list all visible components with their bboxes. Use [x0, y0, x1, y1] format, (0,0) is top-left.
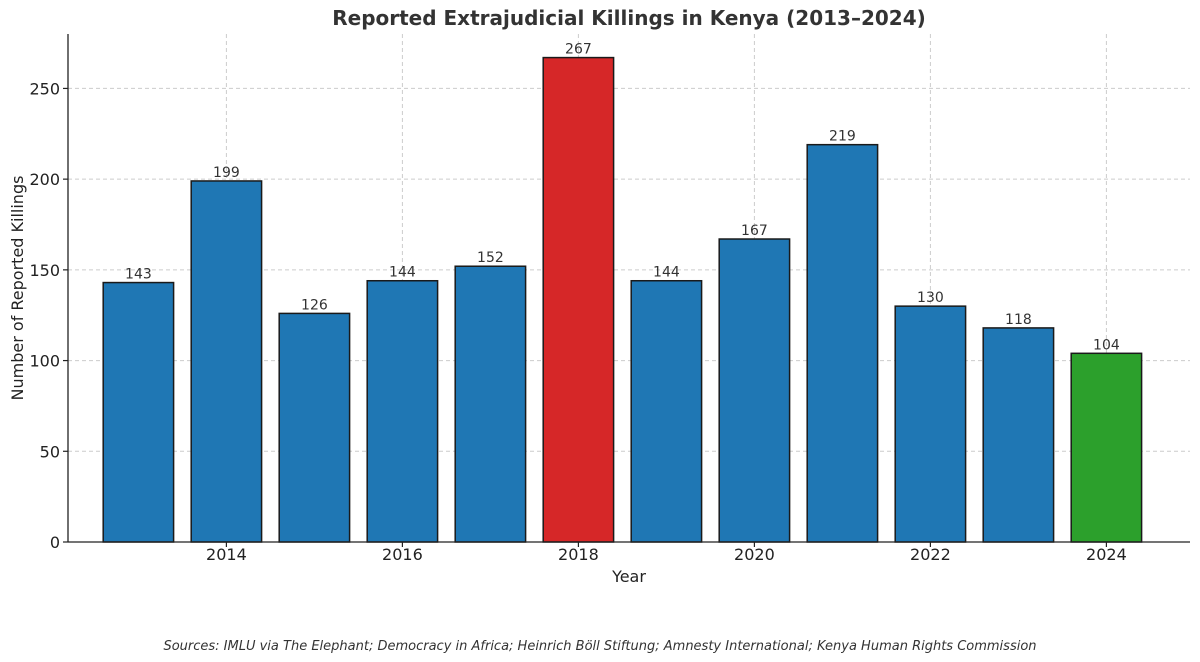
x-tick-label-2024: 2024: [1086, 545, 1127, 564]
bar-2016: [366, 279, 439, 543]
bar-2019: [630, 279, 703, 543]
y-tick-label-100: 100: [29, 352, 60, 371]
x-tick-label-2014: 2014: [206, 545, 247, 564]
source-note: Sources: IMLU via The Elephant; Democrac…: [163, 639, 1036, 654]
x-tick-label-2020: 2020: [734, 545, 775, 564]
bar-2023: [982, 327, 1055, 543]
x-tick-label-2016: 2016: [382, 545, 423, 564]
y-tick-label-250: 250: [29, 79, 60, 98]
data-label-2018: 267: [565, 42, 592, 58]
data-label-2013: 143: [125, 267, 152, 283]
data-label-2016: 144: [389, 265, 416, 281]
data-label-2014: 199: [213, 165, 240, 181]
y-tick-label-150: 150: [29, 261, 60, 280]
x-tick-label-2022: 2022: [910, 545, 951, 564]
data-label-2022: 130: [917, 290, 944, 306]
data-label-2024: 104: [1093, 337, 1120, 353]
y-tick-label-0: 0: [50, 533, 60, 552]
data-label-2023: 118: [1005, 312, 1032, 328]
bar-2017: [454, 265, 527, 543]
x-axis-label: Year: [611, 567, 646, 586]
y-tick-label-50: 50: [40, 442, 60, 461]
data-label-2021: 219: [829, 129, 856, 145]
data-label-2020: 167: [741, 223, 768, 239]
bar-2021: [806, 143, 879, 543]
bar-2024: [1070, 352, 1143, 543]
bar-2014: [190, 180, 263, 543]
data-label-2015: 126: [301, 297, 328, 313]
data-labels: 143 199 126 144 152 267 144 167 219 130 118 104: [125, 42, 1120, 354]
bars: [102, 56, 1143, 543]
bar-2015: [278, 312, 351, 543]
bar-2013: [102, 281, 175, 543]
y-axis-label: Number of Reported Killings: [8, 176, 27, 401]
chart-title: Reported Extrajudicial Killings in Kenya…: [332, 6, 926, 30]
bar-2020: [718, 238, 791, 543]
data-label-2019: 144: [653, 265, 680, 281]
x-tick-label-2018: 2018: [558, 545, 599, 564]
bar-2022: [894, 305, 967, 543]
data-label-2017: 152: [477, 250, 504, 266]
y-tick-label-200: 200: [29, 170, 60, 189]
axes: 0 50 100 150 200 250 2014 2016 2018 2020 2022 2024: [29, 34, 1190, 564]
bar-2018: [542, 56, 615, 543]
